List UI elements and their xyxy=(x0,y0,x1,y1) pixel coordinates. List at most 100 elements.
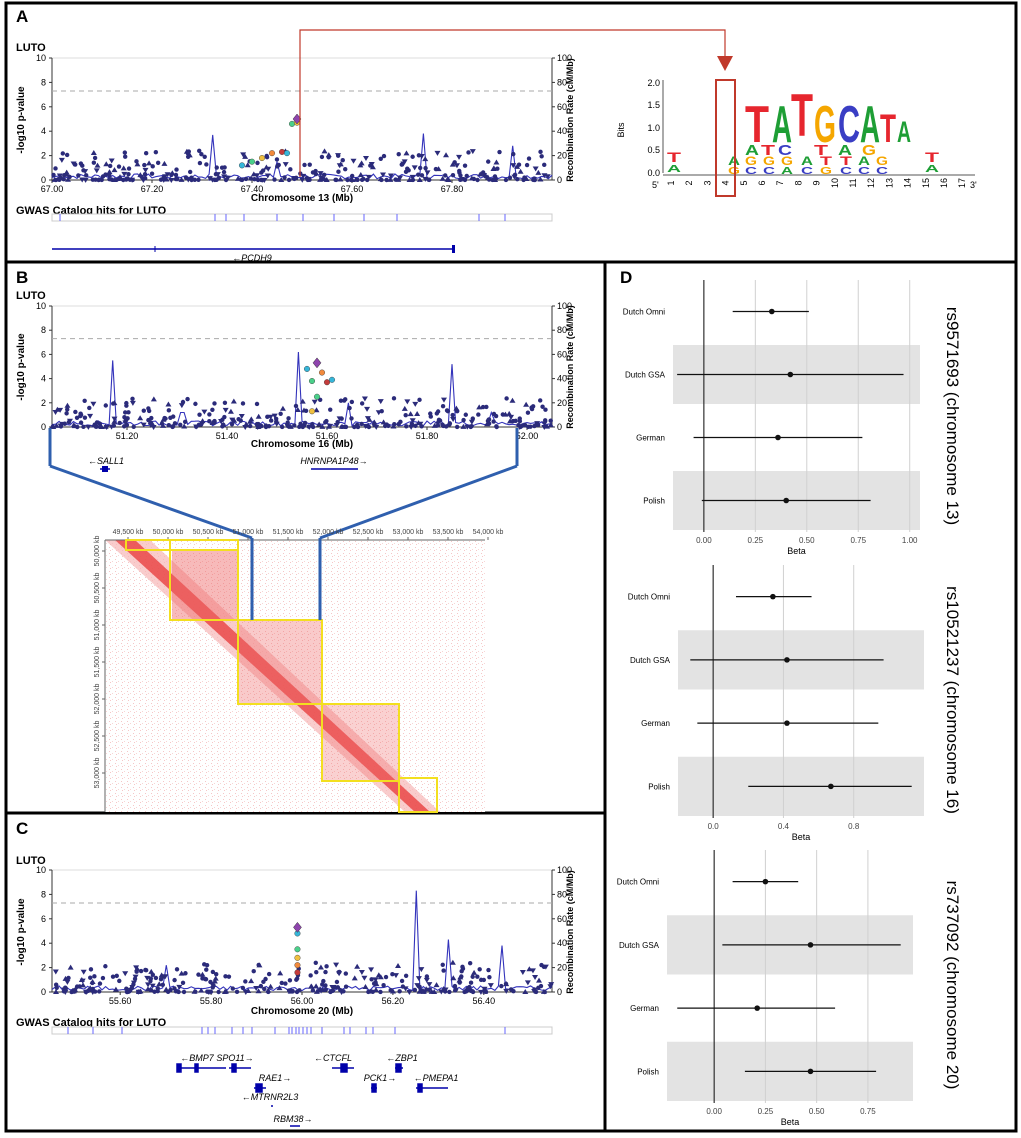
variant-point xyxy=(477,989,484,995)
x-tick-label: 56.40 xyxy=(473,996,496,1006)
variant-point xyxy=(140,422,147,428)
variant-point xyxy=(354,963,361,969)
variant-point xyxy=(400,984,406,989)
variant-point xyxy=(78,161,84,166)
variant-point xyxy=(319,423,326,429)
x-tick-label: 0.00 xyxy=(706,1107,722,1116)
variant-point xyxy=(149,983,156,989)
variant-point xyxy=(279,980,284,986)
variant-point xyxy=(279,424,285,430)
x-tick-label: 51.40 xyxy=(216,431,239,441)
snp-label-3: rs737092 (chromosome 20) xyxy=(943,881,962,1090)
estimate-point xyxy=(770,593,776,600)
variant-point xyxy=(548,418,553,423)
panel-b-letter: B xyxy=(16,268,28,287)
variant-point xyxy=(443,152,450,158)
y-tick-label: 2 xyxy=(41,398,46,408)
plot-frame xyxy=(51,57,553,181)
variant-point xyxy=(377,974,384,980)
variant-point xyxy=(377,399,384,405)
cohort-label: Dutch Omni xyxy=(628,593,670,602)
variant-point xyxy=(242,153,249,159)
tad-box xyxy=(169,549,239,621)
variant-point xyxy=(103,161,110,167)
x-tick-label: 0.75 xyxy=(850,536,866,545)
variant-point xyxy=(511,989,516,994)
y2-tick-label: 60 xyxy=(557,349,567,359)
variant-point xyxy=(317,171,324,177)
variant-point xyxy=(146,408,152,414)
variant-point xyxy=(161,160,168,166)
variant-point xyxy=(404,399,411,405)
variant-point xyxy=(335,153,341,158)
variant-point xyxy=(414,983,421,989)
hic-x-tick-label: 52,000 kb xyxy=(313,529,344,536)
ld-variant-point xyxy=(279,148,286,155)
variant-point xyxy=(107,177,112,182)
variant-point xyxy=(142,167,149,173)
motif-letter: C xyxy=(838,96,860,154)
variant-point xyxy=(278,411,283,416)
y-tick-label: 8 xyxy=(41,889,46,899)
motif-highlight-box xyxy=(715,79,736,197)
y-tick-label: 6 xyxy=(41,914,46,924)
variant-point xyxy=(493,413,499,419)
variant-point xyxy=(486,159,491,164)
variant-point xyxy=(108,158,115,164)
variant-point xyxy=(201,409,208,415)
variant-point xyxy=(532,975,539,981)
variant-point xyxy=(314,969,319,975)
variant-point xyxy=(78,413,83,419)
variant-point xyxy=(371,419,378,425)
motif-position-label: 16 xyxy=(939,178,949,188)
variant-point xyxy=(129,400,136,406)
hic-y-tick-label: 50,000 kb xyxy=(94,536,101,567)
x-tick-label: 67.00 xyxy=(41,184,64,194)
x-tick-label: 0.00 xyxy=(696,536,712,545)
snp-label-1: rs9571693 (chromosome 13) xyxy=(943,307,962,525)
variant-point xyxy=(540,404,545,409)
cohort-label: German xyxy=(636,434,665,443)
variant-point xyxy=(431,422,438,428)
variant-point xyxy=(275,164,280,169)
variant-point xyxy=(323,969,328,975)
variant-point xyxy=(97,989,102,994)
variant-point xyxy=(514,163,521,169)
variant-point xyxy=(173,172,179,178)
gene-label-bmp7: ←BMP7 xyxy=(180,1053,215,1063)
variant-point xyxy=(366,424,372,430)
variant-point xyxy=(469,423,474,429)
variant-point xyxy=(144,975,151,981)
variant-point xyxy=(180,980,186,986)
variant-point xyxy=(454,424,460,430)
x-axis-label: Chromosome 13 (Mb) xyxy=(251,193,353,204)
variant-point xyxy=(379,177,384,183)
variant-point xyxy=(172,977,177,983)
y-axis-label: -log10 p-value xyxy=(16,333,27,401)
variant-point xyxy=(423,977,430,983)
variant-point xyxy=(440,962,445,967)
y-tick-label: 0 xyxy=(41,987,46,997)
variant-point xyxy=(471,969,478,975)
variant-point xyxy=(517,416,522,421)
variant-point xyxy=(53,422,60,428)
estimate-point xyxy=(784,657,790,663)
variant-point xyxy=(417,397,422,403)
variant-point xyxy=(238,413,245,419)
variant-point xyxy=(222,400,228,406)
variant-point xyxy=(381,983,386,988)
variant-point xyxy=(160,416,167,422)
variant-point xyxy=(74,984,80,989)
variant-point xyxy=(61,176,66,182)
variant-point xyxy=(349,399,355,405)
motif-y-tick: 0.5 xyxy=(647,145,660,155)
variant-point xyxy=(328,407,333,412)
variant-point xyxy=(208,989,214,994)
variant-point xyxy=(481,173,488,179)
variant-point xyxy=(125,176,130,181)
connector-arrow xyxy=(299,29,726,177)
variant-point xyxy=(443,173,448,178)
variant-point xyxy=(511,151,516,157)
variant-point xyxy=(80,982,87,988)
variant-point xyxy=(439,175,446,181)
